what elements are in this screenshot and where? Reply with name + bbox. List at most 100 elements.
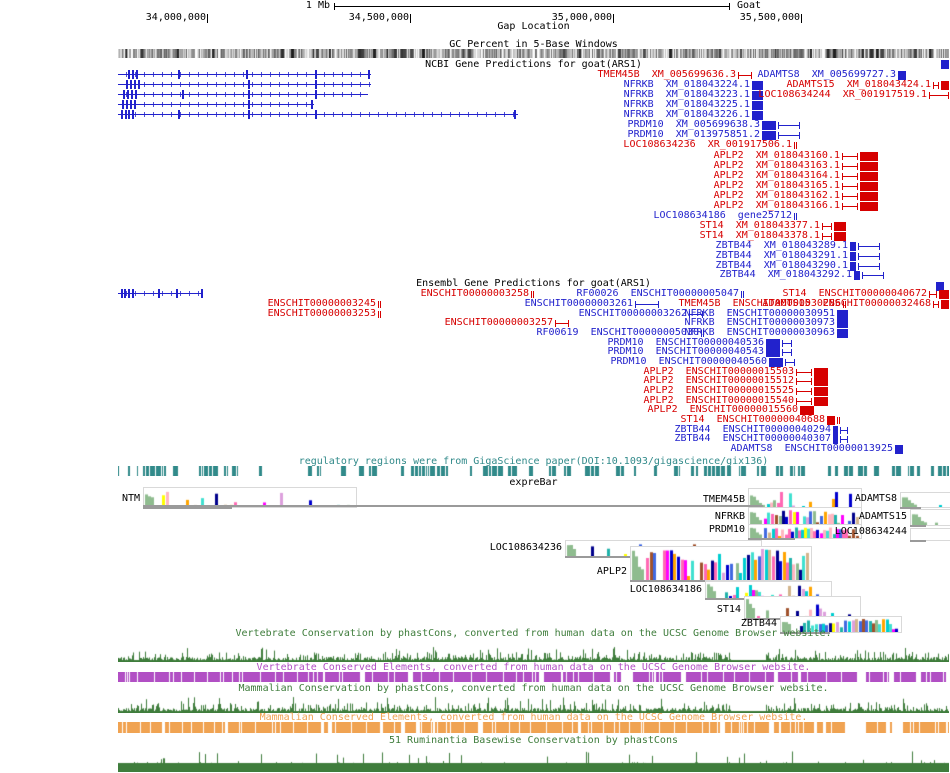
gene-item[interactable]: ZBTB44 XM_018043290.1 — [716, 261, 880, 271]
gene-item[interactable]: APLP2 XM_018043160.1 — [714, 151, 878, 161]
gene-item[interactable]: ENSCHIT00000003262 — [579, 309, 703, 319]
gene-item[interactable]: NFRKB ENSCHIT00000030951 — [684, 309, 848, 319]
vertebrate-conserved-elements-track[interactable] — [118, 672, 949, 682]
gene-item[interactable]: LOC108634244 XR_001917519.1 — [758, 90, 949, 100]
gene-item[interactable]: LOC108634236 XR_001917506.1 — [623, 140, 797, 150]
gene-glyph — [834, 231, 846, 241]
gene-item[interactable]: NFRKB XM_018043224.1 — [624, 80, 763, 90]
exprebar-axis-line — [565, 556, 646, 558]
exprebar-chart[interactable] — [780, 616, 902, 633]
gene-structure[interactable] — [118, 289, 203, 298]
gene-label: PRDM10 ENSCHIT00000040543 — [607, 346, 764, 357]
gene-item[interactable]: ENSCHIT00000003253 — [268, 309, 381, 319]
track-title-exprebar[interactable]: expreBar — [509, 477, 558, 488]
gene-item[interactable]: NFRKB ENSCHIT00000030973 — [684, 318, 848, 328]
gene-item[interactable]: PRDM10 XM_005699638.3 — [628, 120, 800, 130]
gene-label: APLP2 XM_018043163.1 — [713, 160, 840, 171]
gene-label: APLP2 XM_018043160.1 — [713, 150, 840, 161]
gene-glyph — [766, 338, 780, 348]
gene-item[interactable]: PRDM10 ENSCHIT00000040560 — [610, 357, 795, 367]
exprebar-chart[interactable] — [748, 488, 862, 509]
exprebar-chart[interactable] — [630, 546, 812, 581]
exprebar-chart[interactable] — [748, 507, 862, 526]
gene-item[interactable]: NFRKB XM_018043226.1 — [624, 110, 763, 120]
track-title-ensembl-genes[interactable]: Ensembl Gene Predictions for goat(ARS1) — [416, 278, 651, 289]
gene-item[interactable] — [939, 59, 949, 69]
track-title-gap-location[interactable]: Gap Location — [497, 21, 570, 32]
exprebar-chart[interactable] — [705, 581, 832, 599]
gene-item[interactable]: ENSCHIT00000003261 — [525, 299, 659, 309]
track-title-vertebrate-conservation[interactable]: Vertebrate Conservation by phastCons, co… — [235, 628, 832, 639]
gene-glyph — [860, 151, 878, 161]
gene-item[interactable]: ADAMTS15 XM_018043424.1 — [787, 80, 949, 90]
track-title-vertebrate-elements[interactable]: Vertebrate Conserved Elements, converted… — [256, 662, 811, 673]
gene-item[interactable]: ADAMTS8 XM_005699727.3 — [758, 70, 906, 80]
gene-item[interactable]: NFRKB ENSCHIT00000030963 — [684, 328, 848, 338]
ruler-coordinate: 34,500,000 — [348, 12, 411, 23]
gene-item[interactable]: ST14 XM_018043378.1 — [700, 231, 846, 241]
gene-item[interactable]: PRDM10 ENSCHIT00000040536 — [607, 338, 792, 348]
exprebar-chart[interactable] — [910, 509, 950, 526]
track-title-ruminantia-conservation[interactable]: 51 Ruminantia Basewise Conservation by p… — [389, 735, 678, 746]
gene-item[interactable] — [934, 281, 944, 291]
gene-item[interactable]: APLP2 ENSCHIT00000015503 — [643, 367, 828, 377]
gene-item[interactable]: ADAMTS15 ENSCHIT00000032468 — [762, 299, 949, 309]
gene-item[interactable]: LOC108634186 gene25712 — [654, 211, 797, 221]
gene-item[interactable]: APLP2 XM_018043164.1 — [714, 171, 878, 181]
gene-item[interactable]: RF00026 ENSCHIT00000005047 — [576, 289, 744, 299]
exprebar-chart[interactable] — [910, 528, 950, 541]
gene-item[interactable]: NFRKB XM_018043225.1 — [624, 100, 763, 110]
gene-structure[interactable] — [118, 80, 371, 89]
gene-item[interactable]: ENSCHIT00000003258 — [421, 289, 534, 299]
gene-item[interactable]: ADAMTS8 ENSCHIT00000013925 — [730, 444, 903, 454]
gene-item[interactable]: RF00619 ENSCHIT00000005030 — [536, 328, 704, 338]
gene-item[interactable]: ST14 ENSCHIT00000040672 — [783, 289, 949, 299]
track-title-mammalian-elements[interactable]: Mammalian Conserved Elements, converted … — [259, 712, 808, 723]
gene-item[interactable]: APLP2 XM_018043165.1 — [714, 181, 878, 191]
mammalian-conservation-wiggle[interactable] — [118, 696, 949, 713]
gc-percent-track[interactable] — [118, 49, 949, 58]
gene-item[interactable]: ZBTB44 ENSCHIT00000040294 — [674, 425, 848, 435]
gene-glyph — [842, 182, 858, 191]
track-title-regulatory-regions[interactable]: regulatory regions were from GigaScience… — [298, 456, 769, 467]
gene-item[interactable]: APLP2 ENSCHIT00000015540 — [643, 396, 828, 406]
gene-structure[interactable] — [118, 100, 314, 109]
gene-item[interactable]: APLP2 ENSCHIT00000015560 — [647, 405, 814, 415]
gene-item[interactable]: ZBTB44 XM_018043292.1 — [720, 270, 884, 280]
gene-item[interactable]: APLP2 XM_018043163.1 — [714, 161, 878, 171]
exprebar-chart[interactable] — [900, 492, 950, 508]
gene-item[interactable]: ZBTB44 XM_018043289.1 — [716, 241, 880, 251]
gene-item[interactable]: APLP2 ENSCHIT00000015525 — [643, 386, 828, 396]
ruminantia-conservation-wiggle[interactable] — [118, 750, 949, 772]
gene-item[interactable]: PRDM10 XM_013975851.2 — [628, 130, 800, 140]
exprebar-bars — [911, 529, 950, 540]
gene-item[interactable]: PRDM10 ENSCHIT00000040543 — [607, 347, 792, 357]
gene-structure[interactable] — [118, 110, 518, 119]
exprebar-chart[interactable] — [143, 487, 357, 508]
track-title-mammalian-conservation[interactable]: Mammalian Conservation by phastCons, con… — [238, 683, 829, 694]
mammalian-conserved-elements-track[interactable] — [118, 722, 949, 733]
gene-glyph — [701, 329, 704, 338]
gene-item[interactable]: APLP2 ENSCHIT00000015512 — [643, 376, 828, 386]
gene-structure[interactable] — [118, 70, 371, 79]
vertebrate-conservation-wiggle[interactable] — [118, 645, 949, 662]
regulatory-regions-track[interactable] — [118, 466, 949, 476]
exprebar-bars — [631, 547, 811, 580]
gene-item[interactable]: APLP2 XM_018043162.1 — [714, 191, 878, 201]
gene-item[interactable]: ENSCHIT00000003245 — [268, 299, 381, 309]
gene-structure[interactable] — [118, 90, 368, 99]
gene-item[interactable]: ZBTB44 ENSCHIT00000040307 — [674, 434, 848, 444]
track-title-gc-percent[interactable]: GC Percent in 5-Base Windows — [449, 39, 618, 50]
track-title-ncbi-genes[interactable]: NCBI Gene Predictions for goat(ARS1) — [425, 59, 642, 70]
gene-glyph — [782, 339, 792, 348]
gene-item[interactable]: ZBTB44 XM_018043291.1 — [716, 251, 880, 261]
exprebar-chart[interactable] — [748, 524, 862, 539]
gene-item[interactable]: ST14 ENSCHIT00000040688 — [681, 415, 840, 425]
exprebar-bars — [706, 582, 831, 598]
gene-item[interactable]: NFRKB XM_018043223.1 — [624, 90, 763, 100]
gene-item[interactable]: ST14 XM_018043377.1 — [700, 221, 846, 231]
gene-item[interactable]: TMEM45B XM_005699636.3 — [598, 70, 752, 80]
gene-item[interactable]: APLP2 XM_018043166.1 — [714, 201, 878, 211]
gene-item[interactable]: ENSCHIT00000003257 — [445, 318, 569, 328]
gene-item[interactable]: TMEM45B ENSCHIT00000030286 — [678, 299, 846, 309]
